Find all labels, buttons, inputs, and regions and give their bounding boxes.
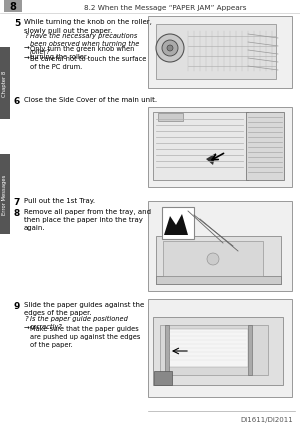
Bar — [148, 17, 292, 89]
Bar — [248, 325, 252, 375]
Text: 8: 8 — [10, 3, 16, 12]
Text: Is the paper guide positioned
correctly?: Is the paper guide positioned correctly? — [30, 315, 128, 329]
Text: Chapter 8: Chapter 8 — [2, 71, 8, 97]
Bar — [165, 325, 169, 375]
Text: Pull out the 1st Tray.: Pull out the 1st Tray. — [24, 198, 95, 204]
Bar — [148, 108, 292, 187]
Bar — [246, 113, 284, 181]
Circle shape — [167, 46, 173, 52]
Bar — [163, 242, 263, 276]
Bar — [160, 325, 268, 375]
Circle shape — [156, 35, 184, 63]
Bar — [156, 25, 276, 80]
Polygon shape — [206, 154, 216, 166]
Text: Di1611/Di2011: Di1611/Di2011 — [240, 416, 293, 422]
Bar — [0, 155, 10, 234]
Polygon shape — [164, 215, 188, 236]
Text: Error Messages: Error Messages — [2, 174, 8, 215]
Text: →: → — [24, 325, 30, 331]
Bar — [162, 207, 194, 239]
Text: 7: 7 — [14, 198, 20, 207]
Bar — [156, 276, 281, 284]
Bar — [156, 236, 281, 284]
Text: Make sure that the paper guides
are pushed up against the edges
of the paper.: Make sure that the paper guides are push… — [30, 325, 140, 347]
Bar — [154, 371, 172, 385]
Text: Remove all paper from the tray, and
then place the paper into the tray
again.: Remove all paper from the tray, and then… — [24, 208, 151, 230]
Text: While turning the knob on the roller,
slowly pull out the paper.: While turning the knob on the roller, sl… — [24, 19, 152, 33]
Bar — [168, 329, 248, 367]
Text: →: → — [24, 46, 30, 52]
Text: ?: ? — [24, 33, 28, 39]
Text: 9: 9 — [14, 301, 20, 310]
Text: Be careful not to touch the surface
of the PC drum.: Be careful not to touch the surface of t… — [30, 56, 146, 70]
Text: →: → — [24, 56, 30, 62]
Bar — [4, 1, 22, 13]
Bar — [148, 201, 292, 291]
Text: 5: 5 — [14, 19, 20, 28]
Text: Close the Side Cover of the main unit.: Close the Side Cover of the main unit. — [24, 97, 157, 103]
Text: Have the necessary precautions
been observed when turning the
roller?: Have the necessary precautions been obse… — [30, 33, 140, 55]
Bar — [153, 317, 283, 385]
Bar — [158, 114, 183, 122]
Text: 8.2 When the Message “PAPER JAM” Appears: 8.2 When the Message “PAPER JAM” Appears — [84, 5, 246, 11]
Circle shape — [162, 41, 178, 57]
Text: Slide the paper guides against the
edges of the paper.: Slide the paper guides against the edges… — [24, 301, 144, 315]
Bar — [0, 48, 10, 120]
Bar — [153, 113, 248, 181]
Text: 6: 6 — [14, 97, 20, 106]
Bar — [148, 299, 292, 397]
Text: Only turn the green knob when
turning the roller.: Only turn the green knob when turning th… — [30, 46, 134, 60]
Circle shape — [207, 253, 219, 265]
Text: ?: ? — [24, 315, 28, 321]
Text: 8: 8 — [14, 208, 20, 218]
